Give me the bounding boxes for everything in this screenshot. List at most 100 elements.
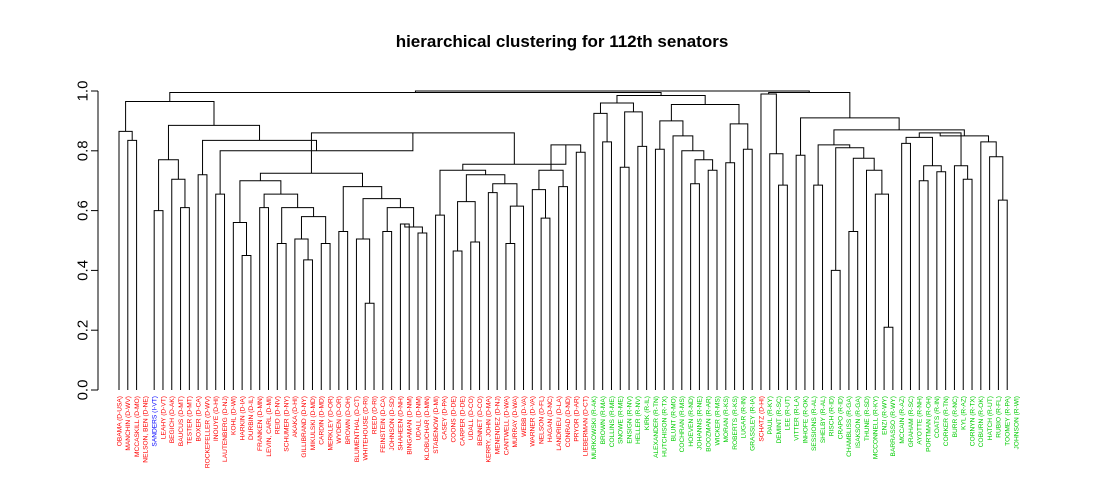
dendrogram-branch (729, 123, 749, 163)
dendrogram-branch (197, 174, 208, 390)
dendrogram-branch (153, 210, 164, 390)
leaf-label: AKAKA (D-HI) (292, 396, 299, 437)
dendrogram-branch (742, 148, 753, 390)
dendrogram-branch (492, 183, 518, 207)
leaf-label: LUGAR (R-IN) (741, 396, 748, 439)
dendrogram-branch (923, 165, 942, 181)
dendrogram-branch (778, 184, 788, 390)
dendrogram-branch (769, 153, 784, 390)
dendrogram-branch (414, 90, 810, 93)
leaf-label: MERKLEY (D-OR) (327, 396, 334, 450)
dendrogram-branch (505, 242, 516, 390)
leaf-label: MURRAY (D-WA) (512, 396, 519, 448)
leaf-label: KYL (R-AZ) (961, 396, 968, 430)
leaf-label: NELSON, BEN (D-NE) (143, 396, 150, 463)
leaf-label: KOHL (D-WI) (231, 396, 238, 435)
dendrogram-branch (241, 254, 252, 390)
dendrogram-branch (276, 242, 287, 390)
dendrogram-branch (672, 135, 694, 390)
dendrogram-branch (768, 91, 851, 118)
dendrogram-branch (399, 223, 410, 390)
dendrogram-branch (558, 186, 568, 390)
leaf-label: LEE (R-UT) (785, 396, 792, 430)
leaf-label: MIKULSKI (D-MD) (310, 396, 317, 450)
dendrogram-branch (681, 150, 705, 390)
leaf-label: LEAHY (D-VT) (160, 396, 167, 439)
leaf-label: TOOMEY (R-PA) (1005, 396, 1012, 446)
dendrogram-branch (654, 148, 665, 390)
leaf-label: KIRK (R-IL) (644, 396, 651, 430)
dendrogram-branch (637, 145, 648, 390)
leaf-label: INOUYE (D-HI) (213, 396, 220, 441)
leaf-label: SHELBY (R-AL) (820, 396, 827, 443)
leaf-label: REID (D-NV) (275, 396, 282, 434)
dendrogram-branch (452, 250, 463, 390)
leaf-label: LIEBERMAN (D-CT) (582, 396, 589, 456)
dendrogram-branch (180, 207, 190, 390)
leaf-label: HUTCHISON (R-TX) (662, 396, 669, 457)
leaf-label: BINGAMAN (D-NM) (407, 396, 414, 455)
leaf-labels: OBAMA (D-USA) MANCHIN (D-WV) MCCASKILL (D-… (116, 396, 1020, 468)
dendrogram-branch (980, 141, 997, 390)
leaf-label: MORAN (R-KS) (723, 396, 730, 443)
leaf-label: KERRY, JOHN (D-MA) (486, 396, 493, 462)
leaf-label: LAUTENBERG (D-NJ) (222, 396, 229, 462)
dendrogram-branch (593, 112, 608, 390)
leaf-label: DEMINT (R-SC) (776, 396, 783, 444)
dendrogram-branch (487, 192, 498, 390)
leaf-label: WHITEHOUSE (D-RI) (363, 396, 370, 460)
leaf-label: REED (D-RI) (371, 396, 378, 434)
dendrogram-branch (830, 269, 841, 390)
dendrogram-branch (320, 242, 331, 390)
leaf-label: SESSIONS (R-AL) (811, 396, 818, 451)
leaf-label: BAUCUS (D-MT) (178, 396, 185, 446)
leaf-label: CRAPO (R-ID) (837, 396, 844, 439)
leaf-label: LANDRIEU (D-LA) (556, 396, 563, 451)
chart-title: hierarchical clustering for 112th senato… (396, 32, 729, 51)
leaf-label: BOOZMAN (R-AR) (706, 396, 713, 452)
dendrogram-branch (171, 178, 186, 390)
dendrogram-branch (962, 178, 973, 390)
leaf-label: AYOTTE (R-NH) (917, 396, 924, 445)
dendrogram-branch (509, 205, 525, 390)
y-tick-label: 0.0 (74, 380, 91, 401)
dendrogram-branch (760, 93, 777, 390)
dendrogram-branch (866, 169, 883, 390)
leaf-label: STABENOW (D-MI) (433, 396, 440, 454)
leaf-label: PAUL (R-KY) (767, 396, 774, 434)
leaf-label: VITTER (R-LA) (793, 396, 800, 441)
dendrogram-branch (883, 326, 894, 390)
dendrogram-branch (619, 166, 630, 390)
dendrogram-branch (303, 259, 313, 390)
leaf-label: GRAHAM (R-SC) (908, 396, 915, 447)
dendrogram-branch (659, 120, 684, 150)
leaf-label: COONS (D-DE) (450, 396, 457, 443)
leaf-label: ENZI (R-WY) (881, 396, 888, 435)
leaf-label: SNOWE (R-ME) (618, 396, 625, 444)
dendrogram-branch (259, 172, 363, 187)
dendrogram-branch (435, 214, 445, 390)
leaf-label: BLUMENTHAL (D-CT) (354, 396, 361, 462)
dendrogram-branch (813, 184, 824, 390)
leaf-label: ENSIGN (R-NV) (626, 396, 633, 444)
dendrogram-branch (852, 157, 875, 232)
leaf-label: SHAHEEN (D-NH) (398, 396, 405, 451)
y-tick-label: 0.4 (74, 260, 91, 281)
dendrogram-branch (918, 180, 929, 390)
leaf-label: WEBB (D-VA) (521, 396, 528, 437)
dendrogram-branch (215, 193, 226, 390)
dendrogram-branch (338, 231, 349, 390)
leaf-label: MCCAIN (R-AZ) (899, 396, 906, 444)
leaf-label: PORTMAN (R-OH) (925, 396, 932, 452)
leaf-label: ISAKSON (R-GA) (855, 396, 862, 448)
dendrogram-branch (817, 144, 851, 186)
leaf-label: JOHNSON (R-WI) (1013, 396, 1020, 449)
leaf-label: BOXER (D-CA) (195, 396, 202, 441)
leaf-label: MURKOWSKI (R-AK) (591, 396, 598, 459)
dendrogram-branch (263, 193, 299, 208)
leaf-label: INHOFE (R-OK) (802, 396, 809, 444)
leaf-label: HARKIN (D-IA) (239, 396, 246, 440)
dendrogram-branches (118, 90, 1008, 390)
leaf-label: LEVIN, CARL (D-MI) (266, 396, 273, 457)
